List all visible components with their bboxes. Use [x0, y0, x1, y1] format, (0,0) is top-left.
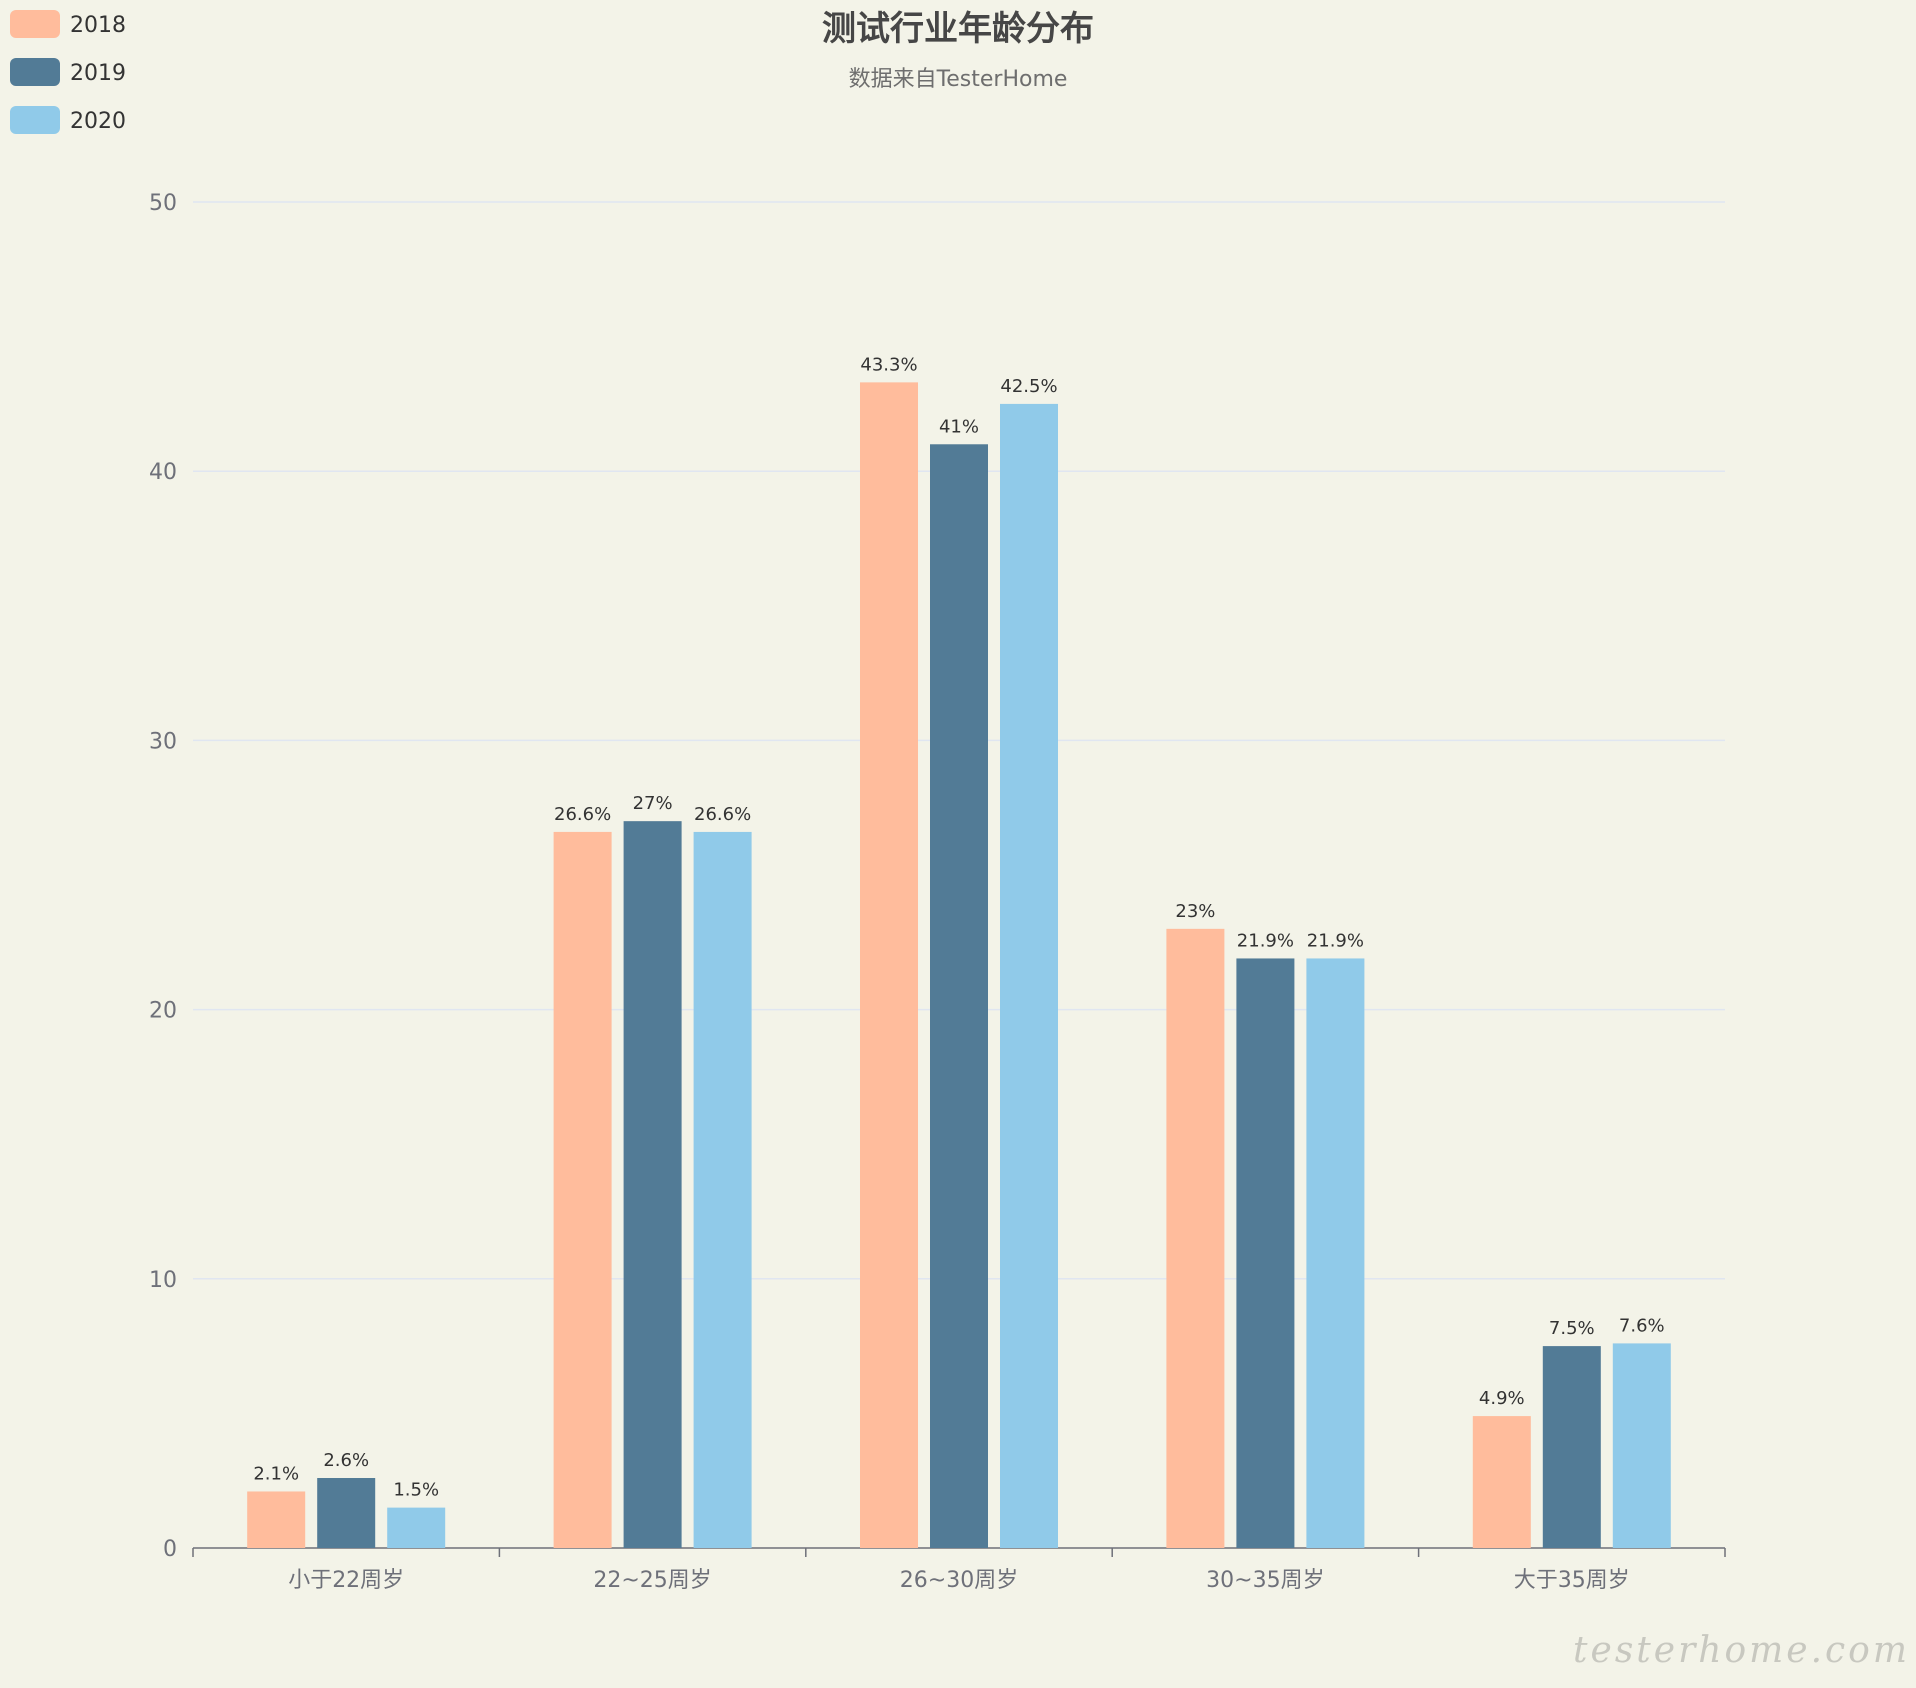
x-tick-label: 30~35周岁	[1206, 1568, 1324, 1593]
y-tick-label-20: 20	[149, 999, 177, 1024]
bar-2018-1	[247, 1491, 306, 1548]
y-tick-label-30: 30	[149, 729, 177, 754]
legend-label-2018: 2018	[70, 13, 126, 38]
legend: 2018 2019 2020	[10, 10, 126, 134]
bar-2019-3	[930, 444, 988, 1548]
bar-2020-5	[1612, 1343, 1671, 1548]
bar-label-2020-1: 1.5%	[393, 1480, 439, 1501]
legend-swatch-2018	[10, 10, 60, 38]
bar-label-2019-4: 21.9%	[1237, 930, 1294, 951]
x-tick-label: 大于35周岁	[1514, 1568, 1630, 1593]
legend-label-2020: 2020	[70, 109, 126, 134]
legend-swatch-2020	[10, 106, 60, 134]
bar-2018-4	[1166, 928, 1225, 1548]
watermark-text: testerhome.com	[1573, 1630, 1910, 1671]
bar-label-2018-3: 43.3%	[860, 354, 917, 375]
bar-label-2018-2: 26.6%	[554, 804, 611, 825]
bar-2019-4	[1236, 958, 1295, 1548]
chart-title: 测试行业年龄分布	[822, 9, 1094, 49]
y-tick-label-0: 0	[163, 1537, 177, 1562]
bar-2018-3	[860, 382, 918, 1548]
x-tick-label: 26~30周岁	[900, 1568, 1018, 1593]
bar-2020-4	[1306, 958, 1365, 1548]
chart-subtitle: 数据来自TesterHome	[849, 67, 1068, 92]
bar-label-2018-1: 2.1%	[253, 1463, 299, 1484]
y-tick-label-50: 50	[149, 191, 177, 216]
bar-2019-2	[623, 821, 682, 1548]
y-tick-label-40: 40	[149, 460, 177, 485]
bar-label-2019-5: 7.5%	[1549, 1318, 1595, 1339]
bar-label-2019-3: 41%	[939, 416, 979, 437]
bar-2020-3	[1000, 403, 1058, 1548]
bar-label-2018-5: 4.9%	[1479, 1388, 1525, 1409]
bar-2018-2	[553, 831, 612, 1548]
bar-2020-2	[693, 831, 752, 1548]
legend-swatch-2019	[10, 58, 60, 86]
bar-label-2019-1: 2.6%	[323, 1450, 369, 1471]
bar-label-2018-4: 23%	[1175, 901, 1215, 922]
bar-2020-1	[387, 1507, 446, 1548]
bar-label-2019-2: 27%	[633, 793, 673, 814]
bar-2019-5	[1542, 1346, 1601, 1548]
x-tick-label: 小于22周岁	[288, 1568, 404, 1593]
y-tick-label-10: 10	[149, 1268, 177, 1293]
bar-2018-5	[1472, 1416, 1531, 1548]
x-axis: 小于22周岁 22~25周岁 26~30周岁 30~35周岁 大于35周岁	[192, 1547, 1726, 1593]
y-axis: 0 10 20 30 40 50	[149, 191, 177, 1562]
bar-label-2020-2: 26.6%	[694, 804, 751, 825]
bar-label-2020-3: 42.5%	[1000, 376, 1057, 397]
legend-label-2019: 2019	[70, 61, 126, 86]
bar-label-2020-5: 7.6%	[1619, 1315, 1665, 1336]
bars: 2.1% 2.6% 1.5% 26.6% 27% 26.6% 43.3% 41% 42.5% 23…	[247, 354, 1671, 1548]
bar-2019-1	[317, 1478, 376, 1548]
x-tick-label: 22~25周岁	[593, 1568, 711, 1593]
bar-label-2020-4: 21.9%	[1307, 930, 1364, 951]
